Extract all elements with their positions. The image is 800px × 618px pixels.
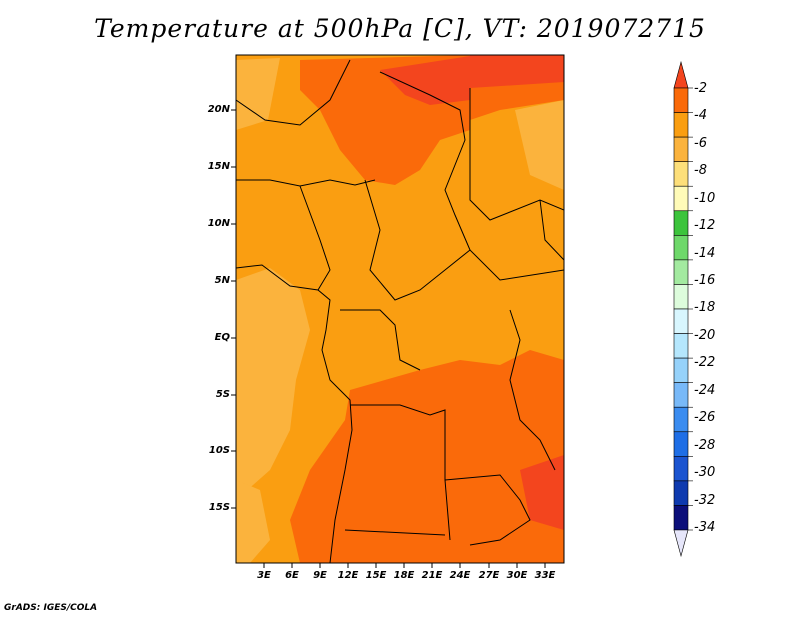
x-axis-label-30e: 30E (506, 570, 528, 581)
colorbar-label-7: -16 (694, 273, 716, 288)
colorbar-label-14: -30 (694, 465, 716, 480)
colorbar-swatch (673, 357, 689, 383)
colorbar-swatch (673, 308, 689, 334)
boundary-congo (340, 309, 421, 371)
y-axis-label-10s: 10S (208, 445, 230, 456)
colorbar-label-1: -4 (694, 108, 707, 123)
colorbar-swatch (673, 480, 689, 506)
colorbar-swatch (673, 112, 689, 138)
x-axis-label-9e: 9E (313, 570, 327, 581)
colorbar-swatch (673, 382, 689, 408)
colorbar-label-8: -18 (694, 300, 716, 315)
x-axis-label-6e: 6E (285, 570, 299, 581)
colorbar (673, 60, 693, 558)
colorbar-label-5: -12 (694, 218, 716, 233)
colorbar-label-3: -8 (694, 163, 707, 178)
colorbar-swatch (673, 431, 689, 457)
colorbar-label-2: -6 (694, 136, 707, 151)
colorbar-label-15: -32 (694, 493, 716, 508)
boundary-drc-angola (350, 404, 451, 541)
colorbar-label-6: -14 (694, 246, 716, 261)
colorbar-swatch (673, 284, 689, 310)
colorbar-bottom-triangle (673, 529, 689, 558)
chart-title: Temperature at 500hPa [C], VT: 201907271… (94, 14, 706, 43)
boundary-ethiopia (539, 199, 564, 261)
map-frame (235, 54, 565, 564)
x-axis-label-33e: 33E (534, 570, 556, 581)
colorbar-swatch (673, 456, 689, 482)
colorbar-swatch (673, 210, 689, 236)
y-axis-label-eq: EQ (214, 332, 230, 343)
field-cool-patch-southwest (236, 480, 270, 563)
boundary-niger-nigeria (236, 179, 376, 187)
colorbar-label-0: -2 (694, 81, 707, 96)
field-cool-patch-ne (515, 100, 564, 190)
x-axis-label-18e: 18E (393, 570, 415, 581)
colorbar-swatch (673, 235, 689, 261)
boundary-nigeria-cameroon (299, 185, 331, 291)
x-axis-label-3e: 3E (257, 570, 271, 581)
y-axis-label-15s: 15S (208, 502, 230, 513)
x-axis-label-27e: 27E (478, 570, 500, 581)
colorbar-swatch (673, 333, 689, 359)
boundary-zambia (444, 474, 531, 546)
colorbar-swatch (673, 406, 689, 433)
colorbar-label-10: -22 (694, 355, 716, 370)
colorbar-label-4: -10 (694, 191, 716, 206)
country-boundaries (236, 59, 564, 563)
boundary-libya-chad (379, 71, 471, 251)
x-axis-label-24e: 24E (449, 570, 471, 581)
colorbar-label-12: -26 (694, 410, 716, 425)
boundary-east-lakes (509, 309, 556, 471)
field-cool-patch-sahara (236, 58, 280, 130)
colorbar-label-16: -34 (694, 520, 716, 535)
y-axis-label-20n: 20N (207, 104, 230, 115)
boundary-chad-car (364, 179, 564, 301)
colorbar-swatch (673, 161, 689, 187)
y-ticks (231, 109, 236, 509)
colorbar-swatch (673, 87, 689, 113)
colorbar-label-13: -28 (694, 438, 716, 453)
x-axis-label-15e: 15E (365, 570, 387, 581)
y-axis-label-5n: 5N (214, 275, 230, 286)
field-warmest-patch-3 (520, 455, 564, 530)
colorbar-swatch (673, 185, 689, 212)
colorbar-top-triangle (673, 60, 689, 89)
colorbar-label-11: -24 (694, 383, 716, 398)
boundary-sudan-south (469, 88, 564, 221)
boundary-west-coast (236, 264, 353, 563)
boundary-namibia (344, 529, 446, 536)
colorbar-swatch (673, 505, 689, 531)
x-ticks (263, 563, 546, 568)
field-cool-patch-west (236, 268, 310, 500)
grads-credit: GrADS: IGES/COLA (4, 603, 98, 613)
field-warmest-patch-2 (470, 55, 564, 88)
x-axis-label-21e: 21E (421, 570, 443, 581)
colorbar-label-9: -20 (694, 328, 716, 343)
y-axis-label-5s: 5S (215, 389, 230, 400)
field-warmest-patch-1 (380, 56, 470, 105)
colorbar-swatch (673, 259, 689, 285)
temperature-field (236, 55, 564, 563)
field-warm-south (290, 350, 564, 563)
y-axis-label-15n: 15N (207, 161, 230, 172)
boundary-sahel-north (236, 59, 351, 126)
y-axis-label-10n: 10N (207, 218, 230, 229)
colorbar-swatch (673, 136, 689, 162)
x-axis-label-12e: 12E (337, 570, 359, 581)
